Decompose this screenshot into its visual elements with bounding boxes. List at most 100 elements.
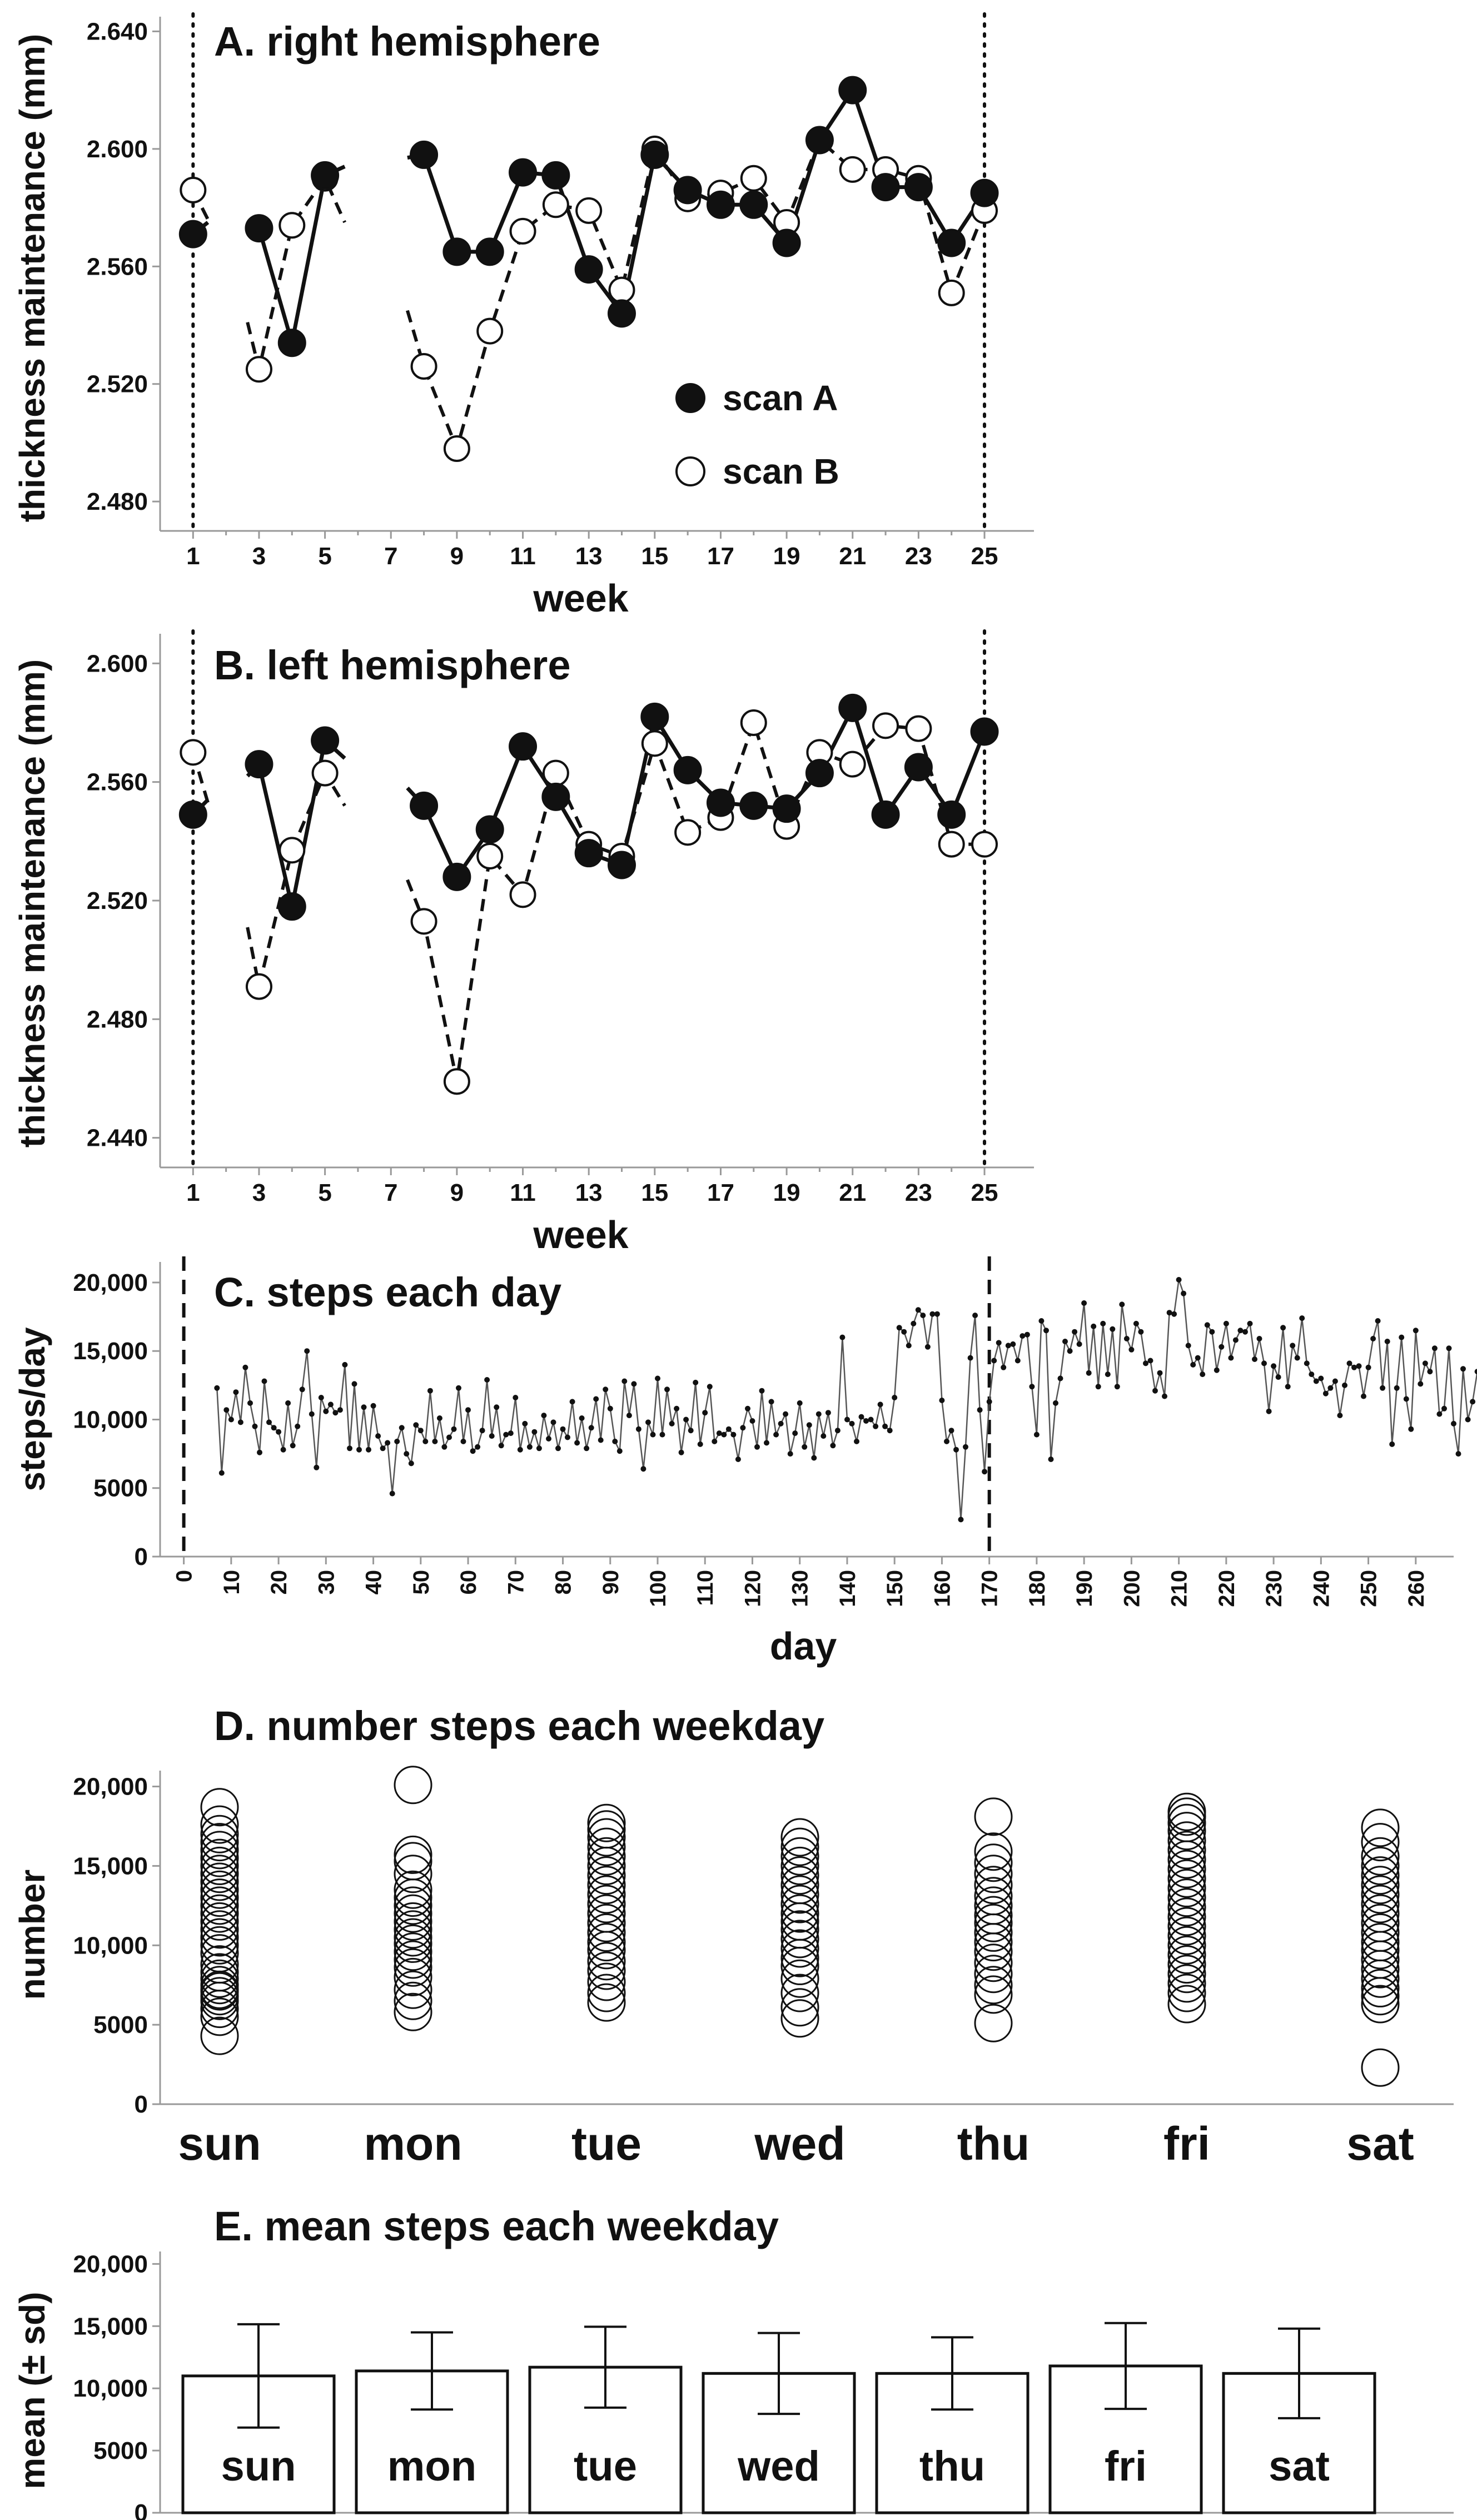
x-tick-label: 60 [456,1570,481,1595]
steps-point [1403,1396,1409,1402]
steps-point [1195,1355,1201,1361]
panel-a-title: A. right hemisphere [214,18,600,64]
steps-point [465,1407,471,1413]
weekday-point [587,1903,626,1942]
steps-point [574,1440,580,1446]
weekday-point [200,1926,239,1965]
steps-point [593,1396,599,1402]
steps-point [304,1348,310,1354]
weekday-point [200,1855,239,1893]
weekday-point [780,1910,819,1949]
weekday-point [974,1966,1013,2005]
y-tick-label: 2.480 [87,1006,148,1033]
steps-point [640,1466,647,1472]
steps-point [290,1443,296,1449]
weekday-point [200,1838,239,1877]
steps-point [1261,1360,1267,1366]
steps-point [1152,1388,1158,1394]
panel-a-x-ticks: 1 3 5 7 9 11 13 15 17 19 21 23 25 [186,531,998,570]
steps-point [868,1416,874,1423]
scan-a-point [904,173,933,202]
steps-point [1114,1384,1120,1390]
y-tick-label: 5000 [93,2437,148,2464]
weekday-point [587,1875,626,1914]
panel-d-title: D. number steps each weekday [214,1703,824,1749]
steps-point [725,1426,732,1432]
weekday-point [587,1913,626,1952]
scan-a-point [277,892,306,921]
steps-point [223,1407,230,1413]
scan-a-point [509,158,538,187]
x-tick-label: 23 [905,1179,932,1206]
steps-point [252,1423,258,1429]
weekday-point [974,1975,1013,2014]
steps-point [228,1416,234,1423]
steps-point [811,1455,817,1461]
weekday-point [974,1944,1013,1982]
scan-b-point [905,715,932,742]
weekday-point [394,1932,432,1971]
steps-point [792,1430,798,1437]
scan-a-point [970,178,999,207]
steps-point [1086,1370,1092,1376]
steps-point [399,1425,405,1431]
steps-point [764,1440,769,1446]
category-label: sun [178,2118,261,2170]
steps-point [361,1404,367,1410]
steps-point [1309,1371,1315,1378]
steps-point [877,1401,883,1408]
steps-point [413,1422,419,1428]
steps-point [280,1447,286,1453]
panel-d-y-ticks: 0 5000 10,000 15,000 20,000 [73,1773,160,2118]
steps-point [1384,1339,1390,1344]
x-tick-label: 9 [450,543,464,570]
steps-point [892,1395,898,1400]
panel-b-y-label: thickness maintenance (mm) [12,659,52,1148]
steps-point [484,1377,490,1383]
steps-point [825,1410,831,1416]
steps-point [1285,1384,1291,1390]
scan-b-point [971,831,998,858]
steps-point [683,1416,689,1423]
scan-a-point [607,851,636,879]
weekday-point [780,1920,819,1959]
weekday-point [974,1877,1013,1916]
y-tick-label: 2.600 [87,650,148,677]
steps-point [422,1438,429,1444]
steps-point [934,1311,940,1317]
steps-point [1294,1355,1300,1361]
panel-c-x-label: day [770,1624,837,1668]
scan-a-point [871,173,900,202]
legend-scan-b-label: scan B [723,451,839,491]
x-tick-label: 17 [707,543,734,570]
x-tick-label: 0 [172,1570,197,1582]
steps-point [332,1410,339,1416]
scan-b-point [180,176,207,203]
steps-point [783,1411,789,1417]
scan-a-point [574,839,603,868]
steps-point [451,1426,457,1432]
y-tick-label: 15,000 [73,2313,148,2340]
steps-point [815,1411,822,1417]
steps-point [920,1313,926,1319]
steps-point [427,1388,433,1394]
steps-point [915,1307,921,1313]
scan-a-point [509,732,538,761]
weekday-point [394,1766,432,1805]
steps-point [924,1344,931,1350]
steps-point [489,1433,495,1439]
steps-point [1304,1360,1310,1366]
x-tick-label: 180 [1025,1570,1050,1607]
scan-a-point [772,794,801,823]
x-tick-label: 130 [788,1570,813,1607]
x-tick-label: 3 [252,543,266,570]
steps-point [1043,1328,1049,1334]
weekday-point [394,1842,432,1881]
steps-point [337,1407,343,1413]
weekday-point [394,1886,432,1925]
steps-point [261,1378,267,1384]
panel-a-vlines [191,12,987,533]
steps-point [1181,1290,1187,1296]
weekday-point [587,1923,626,1962]
steps-point [513,1395,519,1400]
